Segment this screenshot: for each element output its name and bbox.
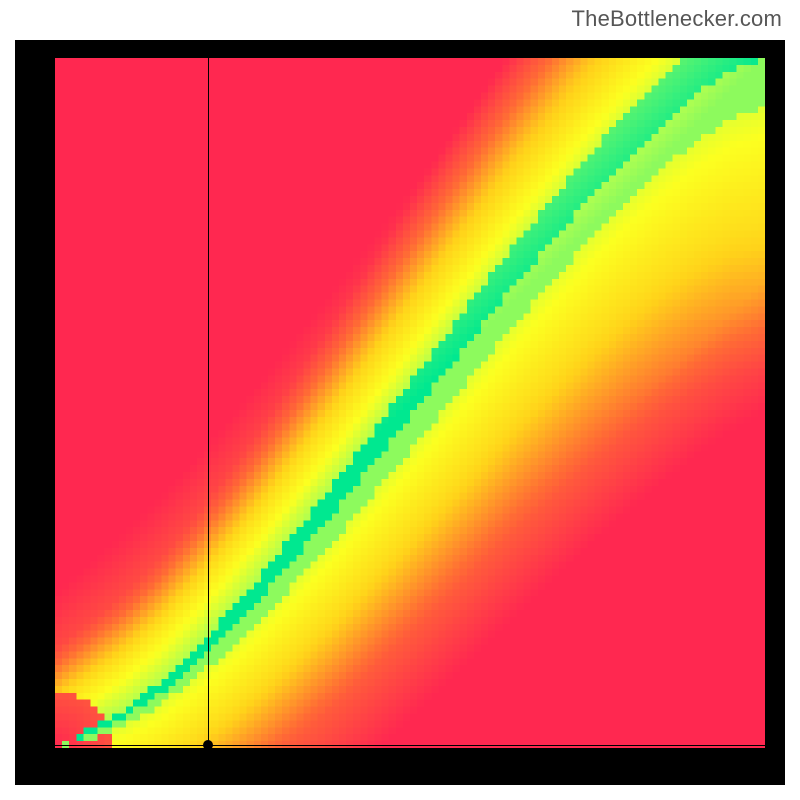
heatmap-canvas <box>55 58 765 748</box>
figure-root: { "attribution": { "text": "TheBottlenec… <box>0 0 800 800</box>
crosshair-marker <box>203 740 213 750</box>
crosshair-vertical <box>208 58 209 748</box>
crosshair-horizontal <box>55 745 765 746</box>
attribution-text: TheBottlenecker.com <box>572 6 782 32</box>
plot-frame <box>15 40 785 785</box>
